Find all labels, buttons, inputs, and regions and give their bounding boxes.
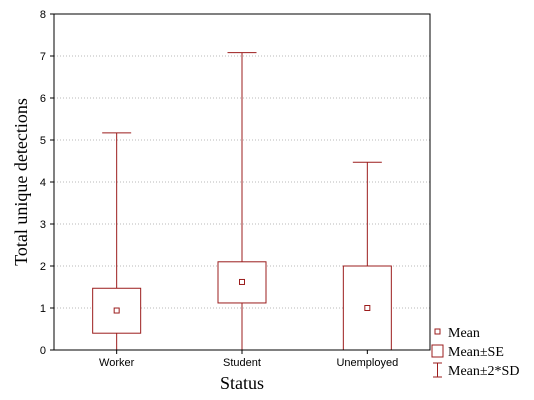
y-axis-title: Total unique detections (11, 98, 31, 266)
y-tick-label-8: 8 (40, 9, 46, 21)
legend-se-label: Mean±SE (448, 345, 504, 360)
y-tick-label-3: 3 (40, 219, 46, 231)
box-group-worker (92, 132, 142, 351)
box-group-unemployed (342, 161, 392, 351)
mean-marker-student (239, 278, 245, 285)
x-axis-ticks: Worker Student Unemployed (99, 350, 398, 369)
legend-mean-label: Mean (448, 326, 480, 341)
box-group-student (217, 52, 267, 351)
y-tick-label-1: 1 (40, 303, 46, 315)
legend: Mean Mean±SE Mean±2*SD (431, 326, 519, 379)
se-box-student (217, 261, 267, 304)
box-marks (92, 52, 392, 351)
y-tick-label-2: 2 (40, 261, 46, 273)
legend-mean-swatch (434, 328, 441, 335)
legend-se-swatch (431, 344, 444, 358)
y-tick-label-0: 0 (40, 345, 46, 357)
y-axis-ticks: 0 1 2 3 4 5 6 7 8 (40, 9, 54, 357)
se-box-worker (92, 287, 142, 334)
mean-marker-worker (113, 307, 120, 314)
x-tick-label-student: Student (223, 357, 261, 369)
x-tick-label-worker: Worker (99, 357, 135, 369)
mean-marker-unemployed (364, 305, 371, 311)
y-tick-label-5: 5 (40, 135, 46, 147)
se-box-unemployed (342, 265, 392, 351)
x-axis-title: Status (220, 373, 264, 393)
legend-sd-label: Mean±2*SD (448, 364, 519, 379)
y-tick-label-4: 4 (40, 177, 46, 189)
x-tick-label-unemployed: Unemployed (336, 357, 398, 369)
y-tick-label-6: 6 (40, 93, 46, 105)
y-tick-label-7: 7 (40, 51, 46, 63)
